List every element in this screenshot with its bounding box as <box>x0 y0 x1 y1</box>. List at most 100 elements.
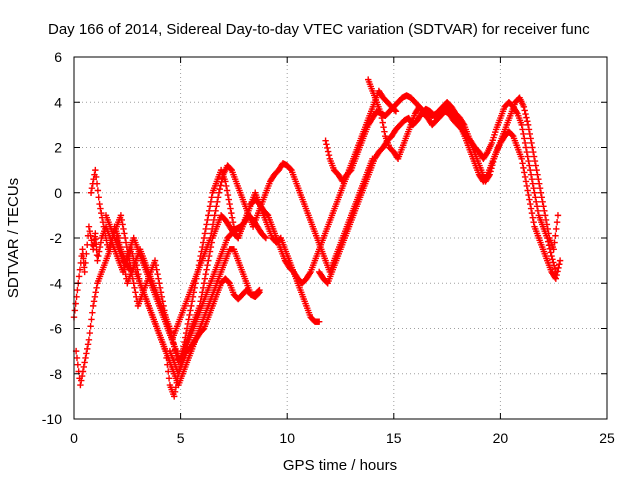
data-point <box>202 225 209 233</box>
data-point <box>154 271 161 278</box>
data-point <box>527 166 534 174</box>
data-point <box>156 284 164 291</box>
data-point <box>84 345 91 353</box>
x-tick-label: 5 <box>177 430 185 446</box>
data-point <box>228 214 236 221</box>
data-point <box>199 239 207 246</box>
y-tick-label: -2 <box>50 230 63 246</box>
data-point <box>85 223 93 230</box>
series-arc-9 <box>166 275 263 377</box>
data-point <box>89 309 96 316</box>
x-tick-label: 25 <box>599 430 615 446</box>
data-point <box>489 158 497 166</box>
data-point <box>214 194 222 201</box>
data-point <box>199 284 207 291</box>
data-point <box>531 157 539 165</box>
data-point <box>101 228 108 235</box>
data-point <box>215 189 223 196</box>
data-point <box>528 175 536 183</box>
data-point <box>205 212 212 219</box>
data-point <box>538 194 545 201</box>
data-point <box>526 196 533 203</box>
data-point <box>75 273 83 280</box>
x-tick-label: 0 <box>70 430 78 446</box>
data-point <box>521 107 528 114</box>
data-point <box>88 316 95 323</box>
data-point <box>324 148 332 155</box>
data-point <box>208 194 215 201</box>
data-point <box>229 218 237 226</box>
data-point <box>171 393 178 400</box>
data-point <box>78 372 86 380</box>
data-point <box>216 185 224 193</box>
data-point <box>535 175 542 183</box>
data-point <box>98 209 105 217</box>
data-point <box>93 284 100 291</box>
data-point <box>208 239 215 246</box>
data-point <box>547 249 554 256</box>
data-point <box>130 280 137 287</box>
y-tick-label: -8 <box>50 366 63 382</box>
data-point <box>187 307 194 314</box>
data-point <box>136 275 143 282</box>
data-point <box>129 275 137 282</box>
data-point <box>188 302 195 310</box>
data-point <box>102 232 109 239</box>
data-point <box>553 218 561 226</box>
data-point <box>92 289 99 296</box>
y-tick-label: 0 <box>54 185 62 201</box>
data-point <box>530 148 537 156</box>
data-point <box>522 144 530 151</box>
data-point <box>92 173 100 181</box>
y-tick-label: 6 <box>54 49 62 65</box>
data-point <box>77 381 84 389</box>
data-point <box>91 293 99 301</box>
data-point <box>553 271 560 279</box>
data-point <box>92 166 99 174</box>
data-point <box>519 126 526 133</box>
data-point <box>532 194 539 201</box>
data-point <box>378 114 386 122</box>
data-point <box>94 187 102 194</box>
data-point <box>87 189 95 196</box>
data-point <box>201 275 209 282</box>
data-point <box>97 205 104 212</box>
data-point <box>539 198 546 205</box>
data-point <box>95 248 103 255</box>
data-point <box>306 270 313 277</box>
data-point <box>206 203 214 210</box>
data-point <box>204 261 211 269</box>
data-point <box>156 280 163 287</box>
data-point <box>546 245 554 253</box>
data-point <box>550 259 557 266</box>
data-point <box>71 307 79 314</box>
data-point <box>522 110 529 118</box>
y-tick-label: 2 <box>54 140 62 156</box>
y-tick-label: -10 <box>42 411 62 427</box>
data-point <box>223 187 231 194</box>
data-point <box>520 164 527 172</box>
data-point <box>553 225 560 233</box>
data-point <box>527 135 534 142</box>
data-point <box>262 234 270 242</box>
data-point <box>78 377 85 384</box>
data-point <box>552 232 559 239</box>
data-point <box>219 175 226 182</box>
data-point <box>97 239 105 246</box>
data-point <box>556 257 564 264</box>
data-point <box>81 359 88 366</box>
data-point <box>201 230 209 237</box>
data-point <box>324 144 331 152</box>
data-point <box>86 228 93 235</box>
data-point <box>391 107 399 114</box>
data-point <box>224 191 232 199</box>
data-point <box>83 250 90 258</box>
series-arc-6 <box>365 76 560 276</box>
data-point <box>487 168 494 175</box>
data-point <box>96 243 104 251</box>
data-point <box>323 141 330 148</box>
data-point <box>529 214 537 221</box>
data-point <box>212 207 219 215</box>
data-point <box>544 234 551 242</box>
